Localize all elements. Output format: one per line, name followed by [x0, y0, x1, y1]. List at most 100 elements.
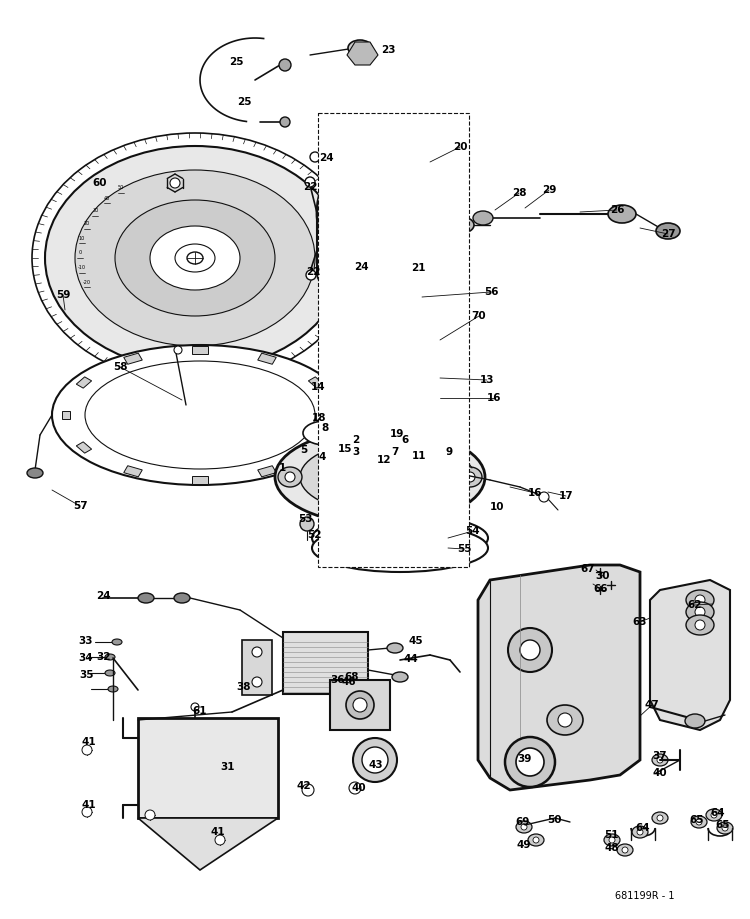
Ellipse shape — [82, 745, 92, 755]
Text: 14: 14 — [310, 382, 326, 392]
Ellipse shape — [358, 277, 422, 313]
Text: 46: 46 — [342, 677, 356, 687]
Text: 26: 26 — [610, 205, 624, 215]
Text: 13: 13 — [480, 375, 494, 385]
Text: 9: 9 — [446, 447, 452, 457]
Ellipse shape — [252, 677, 262, 687]
Text: 16: 16 — [528, 488, 542, 498]
Text: 57: 57 — [73, 501, 87, 511]
Text: 47: 47 — [644, 700, 659, 710]
Ellipse shape — [354, 359, 426, 401]
Polygon shape — [650, 580, 730, 730]
Ellipse shape — [695, 595, 705, 605]
Ellipse shape — [303, 421, 347, 445]
Polygon shape — [258, 466, 276, 477]
Text: 22: 22 — [303, 182, 317, 192]
Ellipse shape — [695, 607, 705, 617]
Text: 54: 54 — [466, 526, 480, 536]
Text: 6: 6 — [401, 435, 409, 445]
Text: 4: 4 — [318, 452, 326, 462]
Ellipse shape — [312, 514, 488, 562]
Text: 37: 37 — [652, 751, 668, 761]
Ellipse shape — [508, 628, 552, 672]
Text: 67: 67 — [580, 564, 596, 574]
Text: 10: 10 — [490, 502, 504, 512]
Ellipse shape — [722, 825, 728, 831]
Ellipse shape — [458, 467, 482, 487]
Ellipse shape — [340, 297, 440, 367]
Text: 64: 64 — [636, 823, 650, 833]
Text: 28: 28 — [512, 188, 526, 198]
Text: 52: 52 — [307, 530, 321, 540]
Text: 15: 15 — [338, 444, 352, 454]
Text: 42: 42 — [297, 781, 311, 791]
Ellipse shape — [112, 639, 122, 645]
Text: 11: 11 — [412, 451, 426, 461]
Text: 61: 61 — [193, 706, 207, 716]
Ellipse shape — [349, 782, 361, 794]
Ellipse shape — [340, 332, 440, 368]
Ellipse shape — [450, 217, 474, 233]
Ellipse shape — [187, 252, 203, 264]
Text: 19: 19 — [390, 429, 404, 439]
Text: 40: 40 — [352, 783, 366, 793]
Polygon shape — [258, 353, 276, 364]
Ellipse shape — [275, 429, 485, 525]
Ellipse shape — [138, 593, 154, 603]
Text: 0: 0 — [79, 251, 82, 255]
Text: 20: 20 — [84, 221, 90, 226]
Text: 40: 40 — [104, 196, 110, 201]
Ellipse shape — [174, 593, 190, 603]
Ellipse shape — [108, 686, 118, 692]
Bar — [242, 640, 272, 695]
Ellipse shape — [558, 713, 572, 727]
Text: 48: 48 — [604, 843, 619, 853]
Ellipse shape — [174, 346, 182, 354]
Text: 50: 50 — [547, 815, 561, 825]
Text: 32: 32 — [97, 652, 111, 662]
Ellipse shape — [421, 283, 433, 293]
Text: 39: 39 — [517, 754, 531, 764]
Text: 17: 17 — [559, 491, 573, 501]
Text: 41: 41 — [82, 800, 96, 810]
Ellipse shape — [340, 431, 348, 439]
Ellipse shape — [696, 819, 702, 825]
Text: 10: 10 — [79, 236, 85, 241]
Text: 41: 41 — [211, 827, 225, 837]
Text: 55: 55 — [457, 544, 471, 554]
Polygon shape — [308, 442, 324, 453]
Ellipse shape — [353, 698, 367, 712]
Ellipse shape — [516, 821, 532, 833]
Text: 58: 58 — [112, 362, 128, 372]
Text: 51: 51 — [604, 830, 618, 840]
Text: 65: 65 — [690, 815, 704, 825]
Text: 24: 24 — [319, 153, 333, 163]
Ellipse shape — [370, 318, 410, 346]
Text: 23: 23 — [381, 45, 395, 55]
Polygon shape — [124, 466, 142, 477]
Ellipse shape — [516, 748, 544, 776]
Ellipse shape — [387, 643, 403, 653]
Ellipse shape — [317, 243, 467, 303]
Ellipse shape — [520, 640, 540, 660]
Text: 68: 68 — [345, 672, 359, 682]
Ellipse shape — [52, 345, 348, 485]
Polygon shape — [191, 346, 208, 354]
Ellipse shape — [392, 672, 408, 682]
Ellipse shape — [362, 747, 388, 773]
Ellipse shape — [27, 468, 43, 478]
Text: 35: 35 — [80, 670, 94, 680]
Ellipse shape — [82, 807, 92, 817]
Text: 44: 44 — [404, 654, 418, 664]
Text: 25: 25 — [229, 57, 243, 67]
Text: 33: 33 — [79, 636, 93, 646]
Text: 43: 43 — [369, 760, 383, 770]
Ellipse shape — [407, 450, 423, 462]
Ellipse shape — [150, 226, 240, 290]
Ellipse shape — [191, 703, 199, 711]
Ellipse shape — [622, 847, 628, 853]
Ellipse shape — [300, 441, 460, 513]
Ellipse shape — [706, 809, 722, 821]
Ellipse shape — [372, 369, 408, 391]
Polygon shape — [330, 411, 338, 419]
